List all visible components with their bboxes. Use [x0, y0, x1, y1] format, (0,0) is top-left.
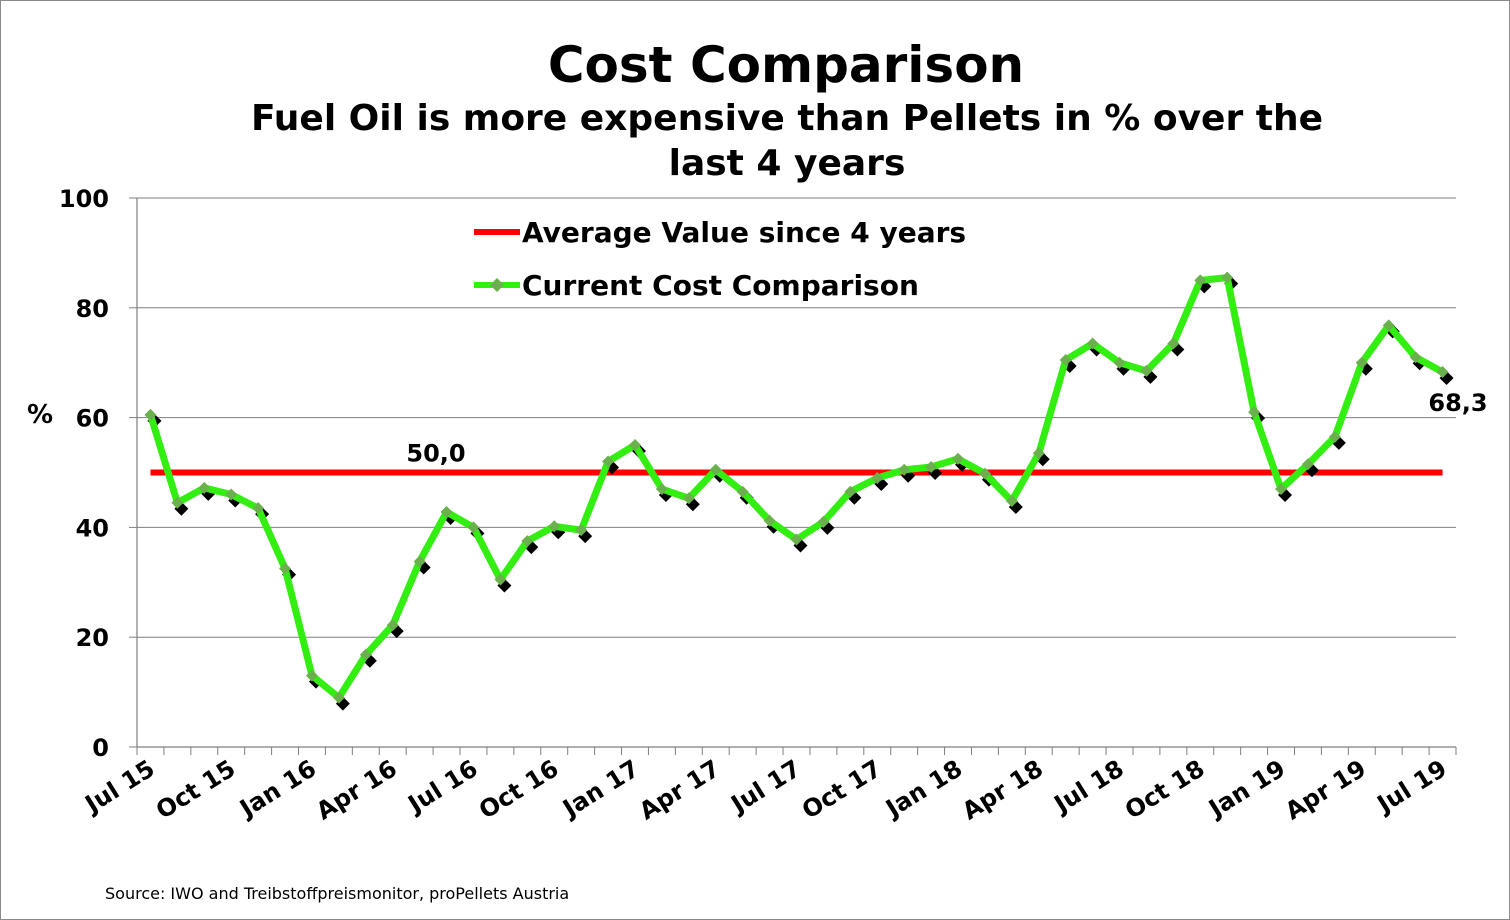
- y-tick-label-40: 40: [76, 514, 109, 542]
- chart-title: Cost Comparison: [548, 36, 1024, 94]
- data-point-may-19: [1382, 319, 1395, 332]
- x-tick-label-jul-15: Jul 15: [79, 754, 160, 819]
- data-point-aug-18: [1140, 364, 1153, 377]
- data-point-apr-19: [1355, 356, 1368, 369]
- x-tick-label-jan-18: Jan 18: [879, 754, 967, 823]
- data-point-aug-15: [171, 496, 184, 509]
- x-tick-label-jan-16: Jan 16: [233, 754, 321, 823]
- x-tick-label-apr-17: Apr 17: [634, 754, 725, 825]
- data-point-oct-16: [548, 520, 561, 533]
- y-tick-labels: 0 20 40 60 80 100: [59, 185, 109, 762]
- data-point-jun-16: [440, 506, 453, 519]
- x-tick-label-apr-16: Apr 16: [311, 754, 402, 825]
- current-cost-line: [147, 274, 1446, 702]
- data-point-dec-18: [1248, 406, 1261, 419]
- data-point-nov-17: [898, 463, 911, 476]
- y-tick-label-100: 100: [59, 185, 109, 213]
- data-point-jul-16: [467, 521, 480, 534]
- series-current-cost-comparison: 68,3: [144, 271, 1488, 711]
- data-point-feb-17: [655, 482, 668, 495]
- data-point-dec-17: [925, 461, 938, 474]
- chart-subtitle-line-2: last 4 years: [669, 143, 906, 184]
- x-tick-label-jul-19: Jul 19: [1371, 754, 1452, 819]
- data-point-jun-18: [1086, 337, 1099, 350]
- data-point-oct-15: [225, 488, 238, 501]
- x-tick-label-jul-16: Jul 16: [402, 754, 483, 819]
- data-point-apr-16: [386, 619, 399, 632]
- x-tick-label-jul-17: Jul 17: [725, 754, 806, 819]
- legend-label-current: Current Cost Comparison: [522, 269, 919, 302]
- data-point-jan-18: [952, 452, 965, 465]
- x-tick-label-oct-17: Oct 17: [797, 754, 886, 824]
- data-point-jun-19: [1409, 351, 1422, 364]
- data-point-jun-17: [763, 514, 776, 527]
- data-point-jul-19: [1436, 366, 1449, 379]
- data-point-apr-17: [709, 463, 722, 476]
- data-point-dec-15: [279, 562, 292, 575]
- y-tick-label-0: 0: [92, 734, 109, 762]
- x-tick-label-jan-19: Jan 19: [1202, 754, 1290, 823]
- y-axis-label: %: [27, 400, 53, 430]
- data-point-sep-16: [521, 535, 534, 548]
- data-point-nov-18: [1221, 271, 1234, 284]
- chart-subtitle-line-1: Fuel Oil is more expensive than Pellets …: [251, 98, 1323, 139]
- x-tick-label-oct-15: Oct 15: [151, 754, 240, 824]
- series-average-value: 50,0: [150, 440, 1443, 476]
- data-point-mar-16: [359, 648, 372, 661]
- data-point-apr-18: [1032, 447, 1045, 460]
- data-point-mar-17: [682, 492, 695, 505]
- data-point-may-18: [1059, 353, 1072, 366]
- x-tick-label-jul-18: Jul 18: [1048, 754, 1129, 819]
- x-tick-label-apr-18: Apr 18: [957, 754, 1048, 825]
- data-point-mar-18: [1005, 495, 1018, 508]
- data-point-aug-17: [817, 515, 830, 528]
- data-point-jul-18: [1113, 356, 1126, 369]
- legend-label-average: Average Value since 4 years: [522, 216, 966, 249]
- data-point-sep-15: [198, 481, 211, 494]
- average-value-label: 50,0: [406, 440, 465, 468]
- data-point-aug-16: [494, 573, 507, 586]
- data-point-feb-16: [332, 691, 345, 704]
- data-point-may-17: [736, 485, 749, 498]
- data-point-feb-19: [1301, 458, 1314, 471]
- data-point-jul-15: [144, 408, 157, 421]
- axes: [129, 197, 1457, 755]
- y-tick-label-60: 60: [76, 405, 109, 433]
- y-tick-label-20: 20: [76, 624, 109, 652]
- data-point-sep-17: [844, 485, 857, 498]
- data-point-oct-18: [1194, 274, 1207, 287]
- x-tick-label-oct-18: Oct 18: [1120, 754, 1209, 824]
- y-tick-label-80: 80: [76, 295, 109, 323]
- data-point-mar-19: [1328, 430, 1341, 443]
- data-point-oct-17: [871, 471, 884, 484]
- end-value-label: 68,3: [1428, 389, 1487, 417]
- data-point-jul-17: [790, 533, 803, 546]
- data-point-jan-17: [628, 439, 641, 452]
- data-point-jan-16: [305, 669, 318, 682]
- data-point-nov-16: [575, 524, 588, 537]
- data-point-nov-15: [252, 502, 265, 515]
- source-note: Source: IWO and Treibstoffpreismonitor, …: [105, 884, 569, 903]
- x-tick-label-jan-17: Jan 17: [556, 754, 644, 823]
- x-tick-label-oct-16: Oct 16: [474, 754, 563, 824]
- data-point-jan-19: [1275, 482, 1288, 495]
- data-point-may-16: [413, 555, 426, 568]
- x-tick-label-apr-19: Apr 19: [1280, 754, 1371, 825]
- data-point-dec-16: [602, 455, 615, 468]
- legend: Average Value since 4 years Current Cost …: [474, 216, 966, 302]
- legend-marker-current: [490, 278, 504, 292]
- data-point-feb-18: [978, 467, 991, 480]
- data-point-sep-18: [1167, 337, 1180, 350]
